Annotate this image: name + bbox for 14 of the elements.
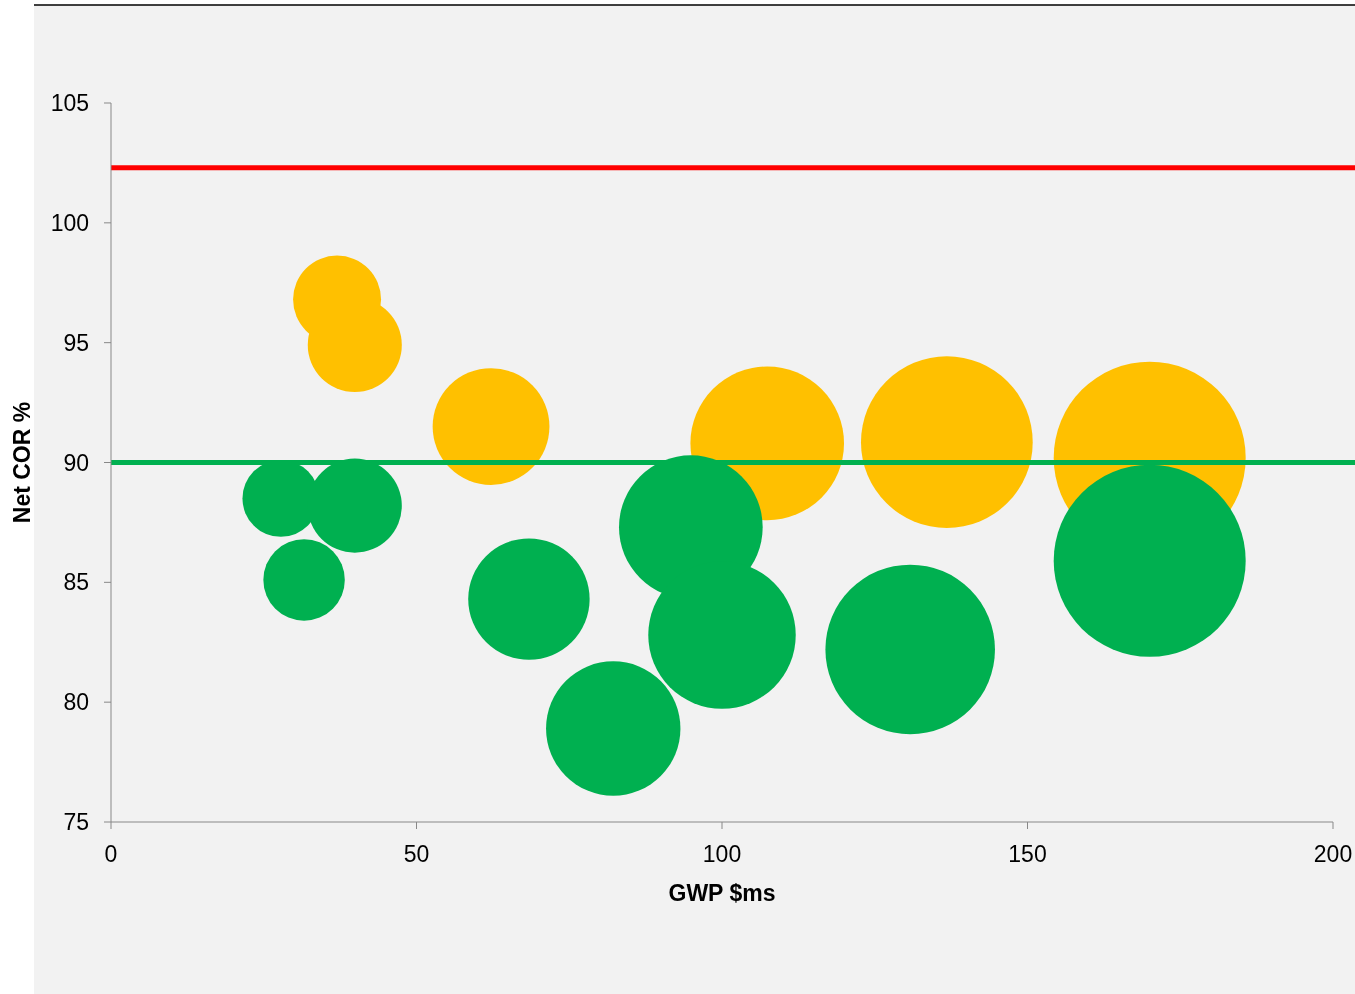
y-tick-label: 75 [63,809,89,835]
y-tick-label: 80 [63,689,89,716]
y-tick-label: 100 [50,209,89,236]
y-tick-label: 90 [63,449,89,476]
x-tick-label: 150 [1008,841,1047,867]
y-tick-label: 105 [50,90,89,116]
y-tick-label: 95 [63,329,89,356]
x-axis-title: GWP $ms [668,880,776,906]
y-tick-label: 85 [63,569,89,596]
x-tick-label: 100 [702,841,742,867]
y-axis-title: Net COR % [9,401,35,524]
x-tick-label: 0 [104,841,118,867]
x-tick-label: 50 [403,841,430,867]
x-tick-label: 200 [1313,841,1353,867]
